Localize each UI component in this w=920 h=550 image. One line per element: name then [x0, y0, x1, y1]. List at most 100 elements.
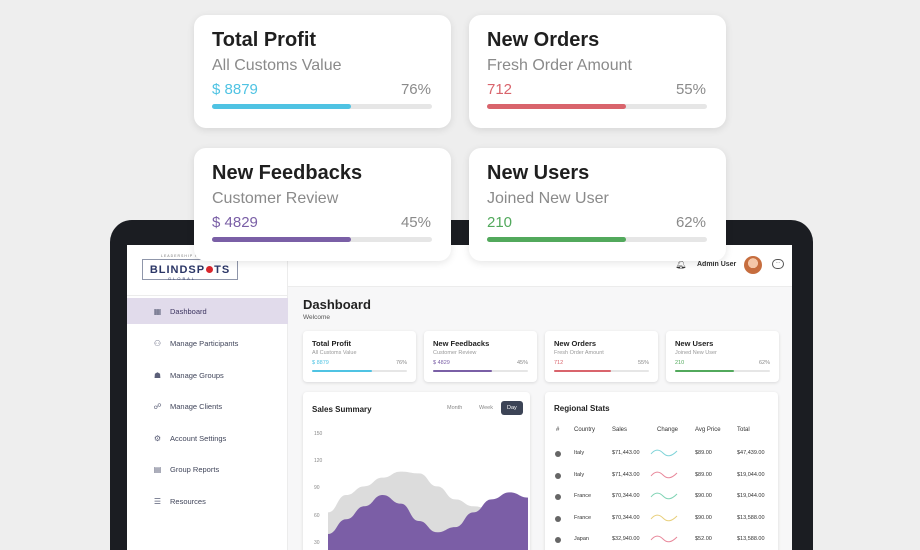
table-row[interactable]: France $70,344.00 $90.00 $19,044.00	[545, 486, 778, 507]
progress-fill	[212, 237, 351, 242]
y-tick-label: 150	[314, 431, 323, 437]
stat-card-subtitle: Joined New User	[675, 350, 717, 356]
cell-avg-price: $52.00	[695, 536, 712, 542]
trend-sparkline	[650, 514, 678, 521]
logo-dot-icon	[206, 265, 214, 273]
progress-track	[212, 237, 432, 242]
stat-card-new-orders[interactable]: New Orders Fresh Order Amount 712 55%	[545, 331, 658, 382]
sidebar-item-manage-clients[interactable]: ☍ Manage Clients	[127, 393, 288, 419]
table-row[interactable]: France $70,344.00 $90.00 $13,588.00	[545, 508, 778, 529]
stat-card-title: Total Profit	[312, 339, 352, 348]
cell-sales: $70,344.00	[612, 493, 640, 499]
row-bullet	[555, 494, 561, 500]
card-subtitle: Customer Review	[212, 190, 339, 207]
progress-fill	[554, 370, 611, 372]
sales-summary-panel: Sales Summary Month Week Day 150 120 90 …	[303, 392, 530, 550]
stat-card-value: $ 4829	[433, 360, 450, 366]
resources-icon: ☰	[153, 496, 162, 506]
row-bullet	[555, 515, 561, 522]
column-header-avg-price: Avg Price	[695, 427, 721, 433]
row-bullet	[555, 472, 561, 479]
cell-avg-price: $89.00	[695, 450, 712, 456]
stat-card-new-feedbacks[interactable]: New Feedbacks Customer Review $ 4829 45%	[424, 331, 537, 382]
table-row[interactable]: Italy $71,443.00 $89.00 $47,439.00	[545, 443, 778, 464]
progress-fill	[312, 370, 372, 372]
stat-card-new-users[interactable]: New Users Joined New User 210 62%	[666, 331, 779, 382]
table-row[interactable]: Italy $71,443.00 $89.00 $19,044.00	[545, 465, 778, 486]
cell-country: Italy	[574, 471, 585, 478]
sales-area-chart	[328, 471, 528, 550]
sidebar-item-account-settings[interactable]: ⚙ Account Settings	[127, 425, 288, 451]
card-subtitle: Fresh Order Amount	[487, 57, 632, 74]
card-value: 210	[487, 214, 513, 231]
sidebar-item-manage-participants[interactable]: ⚇ Manage Participants	[127, 330, 288, 356]
stat-card-subtitle: All Customs Value	[312, 350, 357, 356]
y-tick-label: 60	[314, 513, 320, 519]
cell-avg-price: $90.00	[695, 493, 712, 499]
floating-card-total-profit[interactable]: Total Profit All Customs Value $ 8879 76…	[194, 15, 451, 128]
floating-card-new-users[interactable]: New Users Joined New User 210 62%	[469, 148, 726, 261]
progress-track	[675, 370, 770, 372]
bell-icon[interactable]: 🔔︎	[675, 259, 687, 269]
sidebar-item-manage-groups[interactable]: ☗ Manage Groups	[127, 362, 288, 388]
card-subtitle: All Customs Value	[212, 57, 342, 74]
column-header-sales: Sales	[612, 427, 628, 433]
card-value: 712	[487, 81, 513, 98]
floating-card-new-orders[interactable]: New Orders Fresh Order Amount 712 55%	[469, 15, 726, 128]
logo[interactable]: BLINDSP TS	[142, 259, 238, 280]
tab-month[interactable]: Month	[447, 405, 463, 411]
area-series-2	[328, 492, 528, 550]
dashboard-screen: LEADERSHIP PROGRAMS BLINDSP TS GLOBAL ▦ D…	[127, 245, 792, 550]
column-header-country: Country	[574, 427, 596, 433]
card-value: $ 8879	[212, 81, 258, 98]
sidebar-item-dashboard[interactable]: ▦ Dashboard	[127, 298, 288, 324]
regional-stats-title: Regional Stats	[554, 404, 610, 413]
avatar[interactable]	[744, 256, 762, 274]
user-name[interactable]: Admin User	[697, 261, 737, 268]
logo-sub: GLOBAL	[168, 276, 197, 281]
stat-card-total-profit[interactable]: Total Profit All Customs Value $ 8879 76…	[303, 331, 416, 382]
sales-summary-title: Sales Summary	[312, 405, 372, 414]
table-row[interactable]: Japan $32,940.00 $52.00 $13,588.00	[545, 529, 778, 550]
card-percent: 62%	[675, 214, 706, 231]
trend-sparkline	[650, 471, 678, 478]
cell-sales: $70,344.00	[612, 514, 640, 521]
stat-card-value: 712	[554, 360, 564, 366]
cell-total: $19,044.00	[737, 493, 765, 499]
y-tick-label: 90	[314, 485, 320, 491]
stat-card-title: New Users	[675, 339, 714, 348]
floating-card-new-feedbacks[interactable]: New Feedbacks Customer Review $ 4829 45%	[194, 148, 451, 261]
progress-fill	[212, 104, 351, 109]
row-bullet	[555, 451, 561, 457]
chat-icon[interactable]: ···	[772, 259, 784, 269]
sidebar-item-group-reports[interactable]: ▤ Group Reports	[127, 456, 288, 482]
stat-card-subtitle: Fresh Order Amount	[554, 350, 604, 356]
card-title: New Feedbacks	[212, 162, 363, 184]
divider	[127, 295, 288, 296]
sidebar-item-label: Resources	[170, 496, 206, 506]
tab-day[interactable]: Day	[501, 401, 523, 415]
column-header-change: Change	[657, 427, 679, 433]
groups-icon: ☗	[153, 370, 162, 380]
cell-avg-price: $89.00	[695, 471, 712, 478]
gear-icon: ⚙	[153, 433, 162, 443]
y-tick-label: 30	[314, 540, 320, 546]
stat-card-percent: 45%	[516, 360, 528, 366]
tab-week[interactable]: Week	[479, 405, 493, 411]
stat-card-value: 210	[675, 360, 685, 366]
cell-sales: $71,443.00	[612, 450, 640, 456]
logo-tagline: LEADERSHIP PROGRAMS	[161, 254, 224, 258]
page-title: Dashboard	[303, 297, 371, 312]
users-icon: ⚇	[153, 338, 162, 348]
card-percent: 76%	[400, 81, 431, 98]
cell-total: $13,588.00	[737, 514, 765, 521]
cell-total: $13,588.00	[737, 536, 765, 542]
sidebar-item-resources[interactable]: ☰ Resources	[127, 488, 288, 514]
stat-card-title: New Orders	[554, 339, 597, 348]
clients-icon: ☍	[153, 401, 162, 411]
progress-track	[433, 370, 528, 372]
stat-card-percent: 55%	[637, 360, 649, 366]
card-title: New Users	[487, 162, 590, 184]
sidebar-item-label: Manage Participants	[170, 338, 239, 348]
sidebar-item-label: Dashboard	[170, 306, 207, 316]
